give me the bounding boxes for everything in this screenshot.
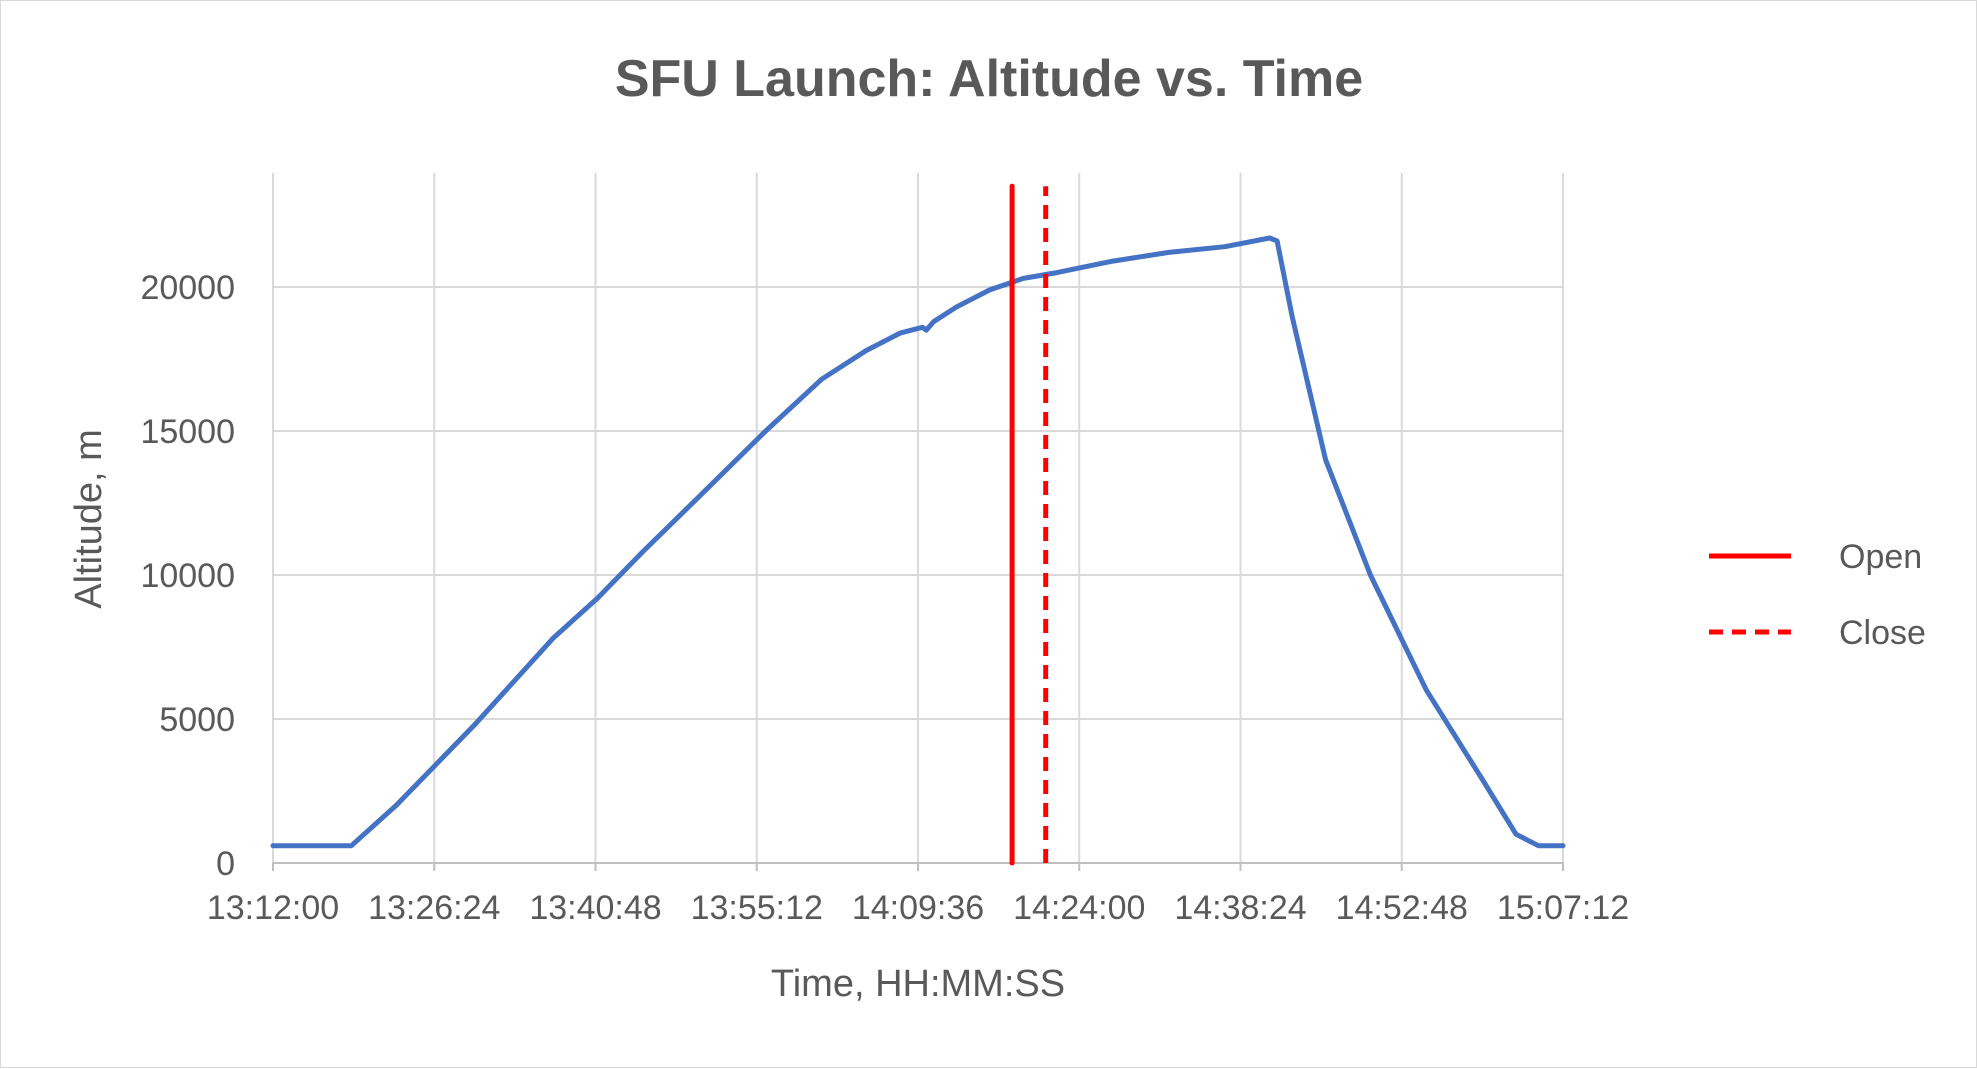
x-tick-label: 15:07:12: [1497, 889, 1629, 927]
legend-label-open: Open: [1839, 538, 1922, 576]
series-lines: [270, 183, 1566, 866]
y-tick-label: 20000: [140, 269, 235, 307]
grid-lines: [272, 173, 1564, 871]
x-tick-label: 14:38:24: [1174, 889, 1306, 927]
x-tick-label: 13:55:12: [691, 889, 823, 927]
legend-label-close: Close: [1839, 614, 1926, 652]
y-tick-label: 5000: [159, 701, 235, 739]
x-tick-label: 13:12:00: [207, 889, 339, 927]
legend: Open Close: [1709, 538, 1926, 652]
y-tick-label: 0: [216, 845, 235, 883]
x-tick-label: 14:09:36: [852, 889, 984, 927]
y-tick-label: 10000: [140, 557, 235, 595]
x-tick-label: 13:26:24: [368, 889, 500, 927]
tick-labels: 0 5000 10000 15000 20000 13:12:00 13:26:24 13:4…: [140, 269, 1629, 927]
y-tick-label: 15000: [140, 413, 235, 451]
y-axis-label: Altitude, m: [68, 429, 110, 609]
x-tick-label: 14:52:48: [1336, 889, 1468, 927]
x-tick-label: 13:40:48: [529, 889, 661, 927]
series-altitude-line: [270, 235, 1566, 849]
x-axis-label: Time, HH:MM:SS: [771, 963, 1065, 1005]
chart-title: SFU Launch: Altitude vs. Time: [615, 50, 1363, 108]
x-tick-label: 14:24:00: [1013, 889, 1145, 927]
